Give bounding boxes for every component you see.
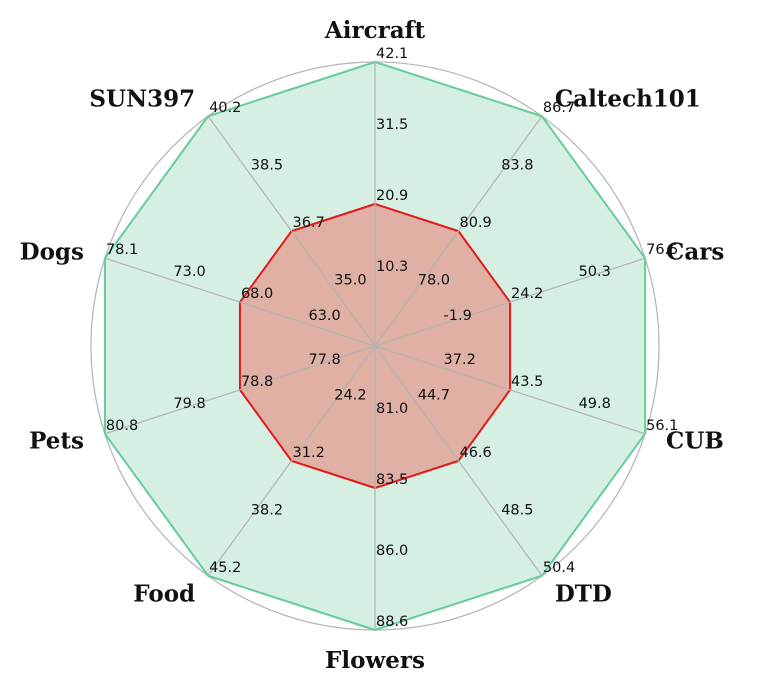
tick-label-cub-2: 43.5 (511, 374, 543, 390)
tick-label-caltech101-3: 83.8 (501, 158, 533, 174)
spoke-dtd (374, 345, 543, 577)
spoke-caltech101 (374, 115, 543, 347)
axis-label-pets: Pets (29, 428, 84, 455)
tick-label-dtd-1: 44.7 (418, 387, 450, 403)
tick-label-caltech101-2: 80.9 (459, 215, 491, 231)
tick-label-flowers-2: 83.5 (376, 472, 408, 488)
tick-label-cub-1: 37.2 (444, 352, 476, 368)
tick-label-dtd-4: 50.4 (543, 560, 575, 576)
tick-label-dtd-2: 46.6 (459, 445, 491, 461)
spoke-dogs (104, 257, 376, 347)
spoke-pets (104, 345, 376, 435)
axis-label-caltech101: Caltech101 (555, 85, 701, 112)
tick-label-aircraft-1: 10.3 (376, 259, 408, 275)
tick-label-pets-3: 79.8 (173, 396, 205, 412)
grid-spokes (104, 62, 646, 630)
tick-label-food-1: 24.2 (334, 387, 366, 403)
tick-label-food-2: 31.2 (293, 445, 325, 461)
tick-label-dogs-1: 63.0 (308, 308, 340, 324)
tick-label-flowers-4: 88.6 (376, 614, 408, 630)
tick-label-sun397-3: 38.5 (251, 158, 283, 174)
tick-label-caltech101-4: 86.7 (543, 100, 575, 116)
tick-label-flowers-1: 81.0 (376, 401, 408, 417)
axis-label-sun397: SUN397 (89, 85, 195, 112)
tick-label-caltech101-1: 78.0 (418, 273, 450, 289)
tick-label-cub-3: 49.8 (579, 396, 611, 412)
tick-label-aircraft-4: 42.1 (376, 46, 408, 62)
tick-label-sun397-4: 40.2 (209, 100, 241, 116)
tick-label-food-4: 45.2 (209, 560, 241, 576)
tick-label-aircraft-3: 31.5 (376, 117, 408, 133)
axis-label-flowers: Flowers (325, 647, 425, 674)
tick-label-sun397-2: 36.7 (293, 215, 325, 231)
axis-label-cars: Cars (666, 238, 724, 265)
tick-label-pets-4: 80.8 (106, 418, 138, 434)
tick-label-cars-4: 76.5 (646, 242, 678, 258)
spoke-sun397 (207, 115, 376, 347)
axis-label-dogs: Dogs (20, 238, 84, 265)
tick-label-dogs-3: 73.0 (173, 264, 205, 280)
axis-label-aircraft: Aircraft (324, 17, 426, 44)
axis-labels: Aircraft Caltech101 Cars CUB DTD Flowers Food P… (20, 17, 725, 674)
tick-label-pets-1: 77.8 (308, 352, 340, 368)
axis-label-cub: CUB (666, 428, 724, 455)
tick-label-cars-2: 24.2 (511, 286, 543, 302)
axis-label-food: Food (133, 581, 195, 608)
tick-label-dogs-4: 78.1 (106, 242, 138, 258)
tick-label-cub-4: 56.1 (646, 418, 678, 434)
tick-label-aircraft-2: 20.9 (376, 188, 408, 204)
tick-labels: 10.3 20.9 31.5 42.1 78.0 80.9 83.8 86.7 -1.9 24.2… (106, 46, 678, 630)
tick-label-sun397-1: 35.0 (334, 273, 366, 289)
tick-label-dtd-3: 48.5 (501, 502, 533, 518)
spoke-cub (374, 345, 646, 435)
spoke-cars (374, 257, 646, 347)
tick-label-dogs-2: 68.0 (241, 286, 273, 302)
tick-label-food-3: 38.2 (251, 502, 283, 518)
tick-label-pets-2: 78.8 (241, 374, 273, 390)
spoke-food (207, 345, 376, 577)
axis-label-dtd: DTD (555, 581, 612, 608)
tick-label-cars-3: 50.3 (579, 264, 611, 280)
tick-label-flowers-3: 86.0 (376, 543, 408, 559)
tick-label-cars-1: -1.9 (444, 308, 472, 324)
